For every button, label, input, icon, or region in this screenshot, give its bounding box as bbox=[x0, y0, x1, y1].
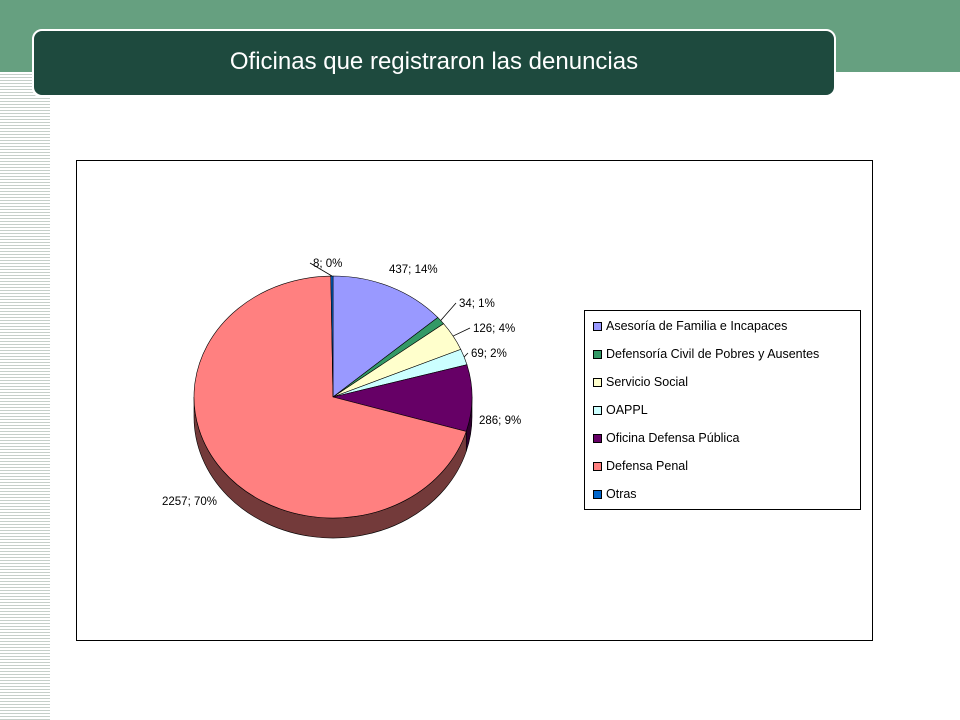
leader-line bbox=[309, 262, 333, 277]
legend-swatch bbox=[593, 405, 602, 415]
legend-item: Defensoría Civil de Pobres y Ausentes bbox=[593, 345, 819, 363]
legend-item: Asesoría de Familia e Incapaces bbox=[593, 317, 787, 335]
data-label: 34; 1% bbox=[459, 298, 495, 310]
legend-label: Servicio Social bbox=[606, 375, 688, 389]
left-decoration bbox=[0, 72, 50, 720]
legend-label: Oficina Defensa Pública bbox=[606, 431, 740, 445]
data-label: 437; 14% bbox=[389, 264, 438, 276]
pie-slice bbox=[193, 275, 467, 519]
data-label: 8; 0% bbox=[313, 258, 342, 270]
legend-swatch bbox=[593, 489, 602, 499]
leader-line bbox=[463, 352, 469, 358]
legend-label: OAPPL bbox=[606, 403, 648, 417]
legend-label: Defensoría Civil de Pobres y Ausentes bbox=[606, 347, 820, 361]
legend-item: Otras bbox=[593, 485, 637, 503]
leader-line bbox=[452, 327, 471, 337]
data-label: 286; 9% bbox=[479, 415, 521, 427]
pie-slice bbox=[332, 275, 439, 398]
legend-swatch bbox=[593, 321, 602, 331]
legend-swatch bbox=[593, 377, 602, 387]
title-bar: Oficinas que registraron las denuncias bbox=[32, 29, 836, 97]
legend-item: Servicio Social bbox=[593, 373, 688, 391]
data-label: 69; 2% bbox=[471, 348, 507, 360]
legend-swatch bbox=[593, 433, 602, 443]
pie-chart: 437; 14% 34; 1% 126; 4% 69; 2% 286; 9% 2257; … bbox=[162, 258, 521, 539]
legend-swatch bbox=[593, 349, 602, 359]
leader-line bbox=[440, 302, 457, 321]
legend-swatch bbox=[593, 461, 602, 471]
legend-label: Otras bbox=[606, 487, 637, 501]
data-label: 2257; 70% bbox=[162, 496, 217, 508]
legend-label: Asesoría de Familia e Incapaces bbox=[606, 319, 788, 333]
data-label: 126; 4% bbox=[473, 323, 515, 335]
legend-item: OAPPL bbox=[593, 401, 648, 419]
chart-legend: Asesoría de Familia e Incapaces Defensor… bbox=[584, 310, 861, 510]
legend-item: Defensa Penal bbox=[593, 457, 688, 475]
legend-item: Oficina Defensa Pública bbox=[593, 429, 739, 447]
legend-label: Defensa Penal bbox=[606, 459, 689, 473]
slide-title: Oficinas que registraron las denuncias bbox=[229, 48, 639, 75]
